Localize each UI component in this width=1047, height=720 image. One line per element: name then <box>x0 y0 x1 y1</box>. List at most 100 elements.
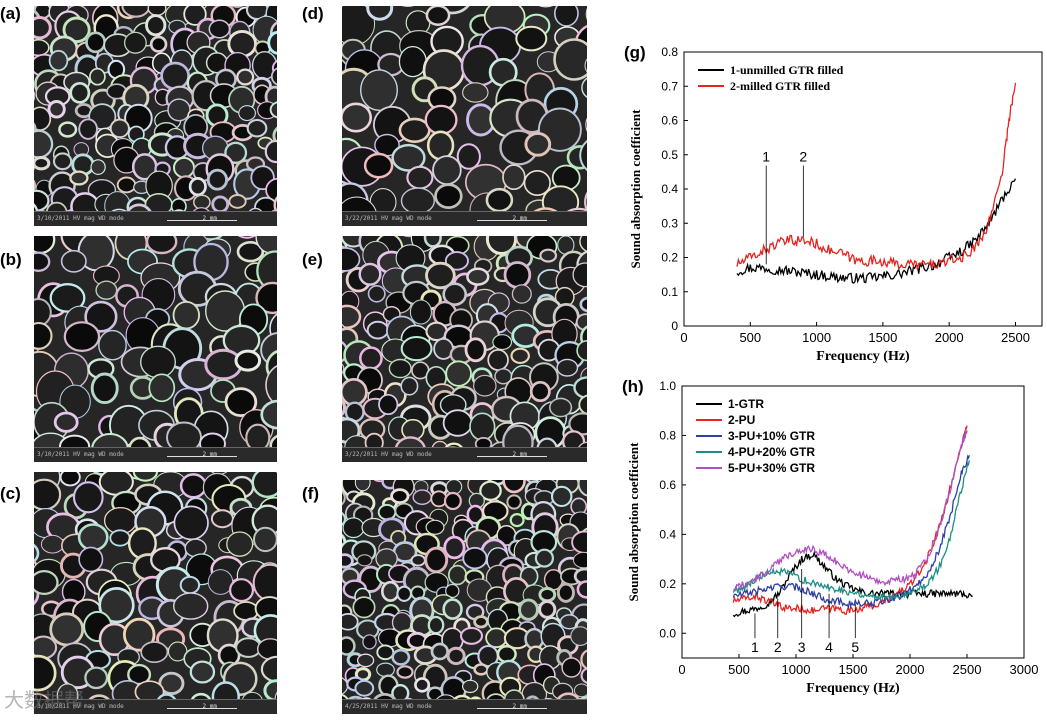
chart-panel-label: (h) <box>622 377 644 396</box>
sem-panel-b: 3/10/2011 HV mag WD mode 2 mm <box>34 236 277 462</box>
foam-cell <box>342 511 347 526</box>
foam-cell <box>47 100 66 119</box>
foam-cell <box>58 121 78 138</box>
annotation-label: 2 <box>774 639 782 655</box>
foam-cell <box>234 349 262 372</box>
panel-label-e: (e) <box>302 250 323 269</box>
foam-cell <box>53 411 79 433</box>
x-tick-label: 0 <box>678 662 685 677</box>
foam-cell <box>363 152 394 179</box>
foam-cell <box>378 393 399 416</box>
foam-cell <box>122 617 156 652</box>
foam-cell <box>456 143 481 170</box>
watermark-text: 大数据帮 <box>4 688 84 712</box>
foam-cell <box>579 296 587 313</box>
foam-cell <box>45 201 68 212</box>
foam-cell <box>139 345 176 379</box>
scale-bar <box>477 456 547 457</box>
sem-info-text: 3/10/2011 HV mag WD mode <box>37 703 124 710</box>
scale-label: 2 mm <box>512 215 527 222</box>
foam-cell <box>189 660 216 684</box>
foam-cell <box>398 45 427 78</box>
foam-cell <box>342 398 346 417</box>
y-tick-label: 0.7 <box>661 79 678 93</box>
foam-cell <box>367 284 386 303</box>
foam-cell <box>246 118 268 138</box>
foam-cell <box>241 691 263 700</box>
foam-cell <box>140 641 169 664</box>
foam-cell <box>231 6 244 8</box>
foam-cell <box>342 490 346 506</box>
annotation-label: 2 <box>799 149 807 165</box>
foam-cell <box>265 177 277 203</box>
foam-cell <box>252 563 277 602</box>
foam-cell <box>550 485 573 508</box>
foam-cell <box>273 195 277 212</box>
x-tick-label: 1000 <box>802 330 831 345</box>
foam-cell <box>210 509 234 529</box>
foam-cell <box>503 261 532 289</box>
foam-cell <box>423 236 442 248</box>
foam-cell <box>211 195 230 212</box>
x-tick-label: 500 <box>728 662 750 677</box>
foam-cell <box>72 481 104 514</box>
foam-cell <box>362 634 377 650</box>
foam-cell <box>442 598 463 620</box>
foam-cell <box>34 569 59 596</box>
foam-cell <box>502 164 526 191</box>
series-line-5 <box>733 430 968 592</box>
foam-cell <box>474 437 493 448</box>
foam-cell <box>473 663 489 676</box>
foam-cell <box>245 423 271 448</box>
foam-cell <box>87 694 111 700</box>
foam-cell <box>251 472 277 498</box>
foam-cell <box>381 580 400 602</box>
foam-texture <box>342 236 587 448</box>
scale-label: 2 mm <box>202 703 217 710</box>
foam-cell <box>553 38 587 81</box>
chart-g: 0 500 1000 1500 2000 2500 0 0.1 0.2 0.3 0.4 0.5 0.6 0… <box>624 43 1043 364</box>
foam-cell <box>132 472 159 482</box>
foam-texture <box>342 480 587 700</box>
foam-cell <box>396 585 413 602</box>
foam-cell <box>394 436 426 448</box>
y-tick-label: 0.6 <box>661 114 678 128</box>
foam-cell <box>49 612 85 647</box>
y-tick-label: 0.2 <box>661 251 678 265</box>
foam-cell <box>34 203 39 212</box>
x-tick-label: 1500 <box>839 662 868 677</box>
foam-cell <box>359 346 383 371</box>
foam-cell <box>170 198 187 212</box>
foam-cell <box>581 77 587 99</box>
foam-cell <box>496 644 517 664</box>
foam-cell <box>229 578 255 603</box>
foam-cell <box>580 649 587 670</box>
sem-info-bar: 3/10/2011 HV mag WD mode 2 mm <box>34 211 277 226</box>
foam-cell <box>236 241 265 263</box>
foam-cell <box>366 320 389 340</box>
foam-cell <box>148 373 176 403</box>
foam-cell <box>116 176 137 194</box>
y-tick-label: 0.5 <box>661 148 678 162</box>
foam-texture <box>34 236 277 448</box>
foam-cell <box>364 432 384 448</box>
foam-cell <box>412 489 432 506</box>
y-tick-label: 0.6 <box>659 478 676 492</box>
foam-cell <box>167 98 191 122</box>
scale-label: 2 mm <box>202 451 217 458</box>
foam-cell <box>264 139 277 164</box>
foam-cell <box>89 67 106 86</box>
foam-cell <box>424 104 458 136</box>
foam-cell <box>63 321 101 352</box>
foam-cell <box>227 29 258 58</box>
foam-cell <box>426 130 455 161</box>
foam-cell <box>534 548 554 568</box>
foam-cell <box>90 159 106 176</box>
foam-cell <box>208 19 231 39</box>
series-line-1 <box>732 550 973 618</box>
foam-cell <box>372 693 397 700</box>
foam-cell <box>34 321 53 350</box>
foam-cell <box>445 360 472 387</box>
foam-cell <box>446 646 466 666</box>
foam-cell <box>573 683 587 698</box>
